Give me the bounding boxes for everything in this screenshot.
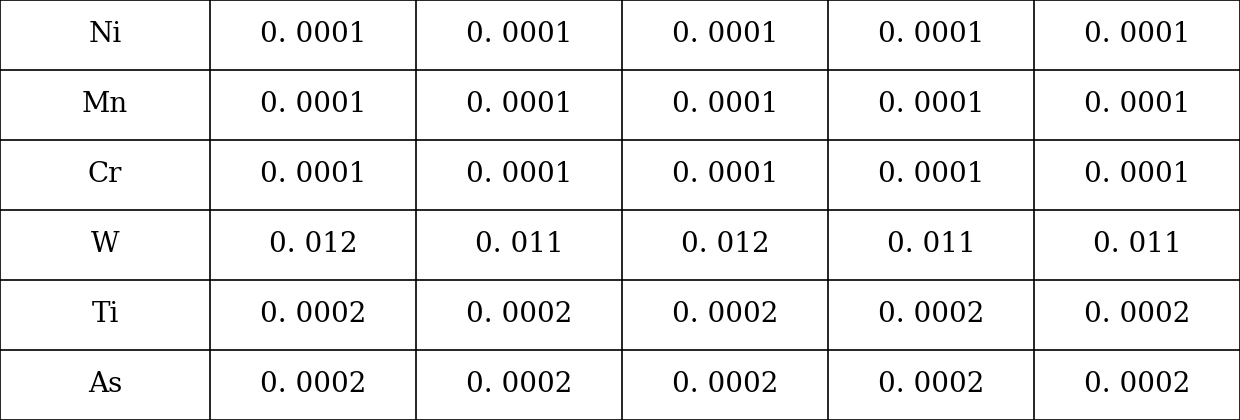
Text: 0. 0001: 0. 0001 — [1084, 92, 1190, 118]
Text: 0. 0002: 0. 0002 — [672, 302, 779, 328]
Text: 0. 012: 0. 012 — [681, 231, 769, 258]
Text: 0. 0001: 0. 0001 — [260, 162, 366, 189]
Text: 0. 0002: 0. 0002 — [878, 302, 985, 328]
Text: 0. 0001: 0. 0001 — [672, 21, 779, 48]
Text: 0. 0001: 0. 0001 — [672, 92, 779, 118]
Text: As: As — [88, 372, 123, 399]
Text: 0. 0001: 0. 0001 — [878, 21, 985, 48]
Text: 0. 0002: 0. 0002 — [260, 372, 366, 399]
Text: W: W — [91, 231, 119, 258]
Text: 0. 012: 0. 012 — [269, 231, 357, 258]
Text: 0. 011: 0. 011 — [1092, 231, 1182, 258]
Text: 0. 0002: 0. 0002 — [260, 302, 366, 328]
Text: 0. 0002: 0. 0002 — [466, 302, 572, 328]
Text: Ni: Ni — [88, 21, 122, 48]
Text: Mn: Mn — [82, 92, 128, 118]
Text: 0. 0001: 0. 0001 — [466, 21, 573, 48]
Text: 0. 0001: 0. 0001 — [260, 92, 366, 118]
Text: 0. 0002: 0. 0002 — [1084, 372, 1190, 399]
Text: 0. 0001: 0. 0001 — [1084, 21, 1190, 48]
Text: 0. 0001: 0. 0001 — [878, 162, 985, 189]
Text: Cr: Cr — [88, 162, 123, 189]
Text: 0. 0001: 0. 0001 — [672, 162, 779, 189]
Text: 0. 0002: 0. 0002 — [878, 372, 985, 399]
Text: 0. 0001: 0. 0001 — [260, 21, 366, 48]
Text: 0. 0002: 0. 0002 — [672, 372, 779, 399]
Text: 0. 011: 0. 011 — [475, 231, 563, 258]
Text: 0. 0001: 0. 0001 — [1084, 162, 1190, 189]
Text: 0. 0002: 0. 0002 — [1084, 302, 1190, 328]
Text: 0. 011: 0. 011 — [887, 231, 976, 258]
Text: 0. 0001: 0. 0001 — [878, 92, 985, 118]
Text: 0. 0001: 0. 0001 — [466, 92, 573, 118]
Text: Ti: Ti — [92, 302, 119, 328]
Text: 0. 0001: 0. 0001 — [466, 162, 573, 189]
Text: 0. 0002: 0. 0002 — [466, 372, 572, 399]
